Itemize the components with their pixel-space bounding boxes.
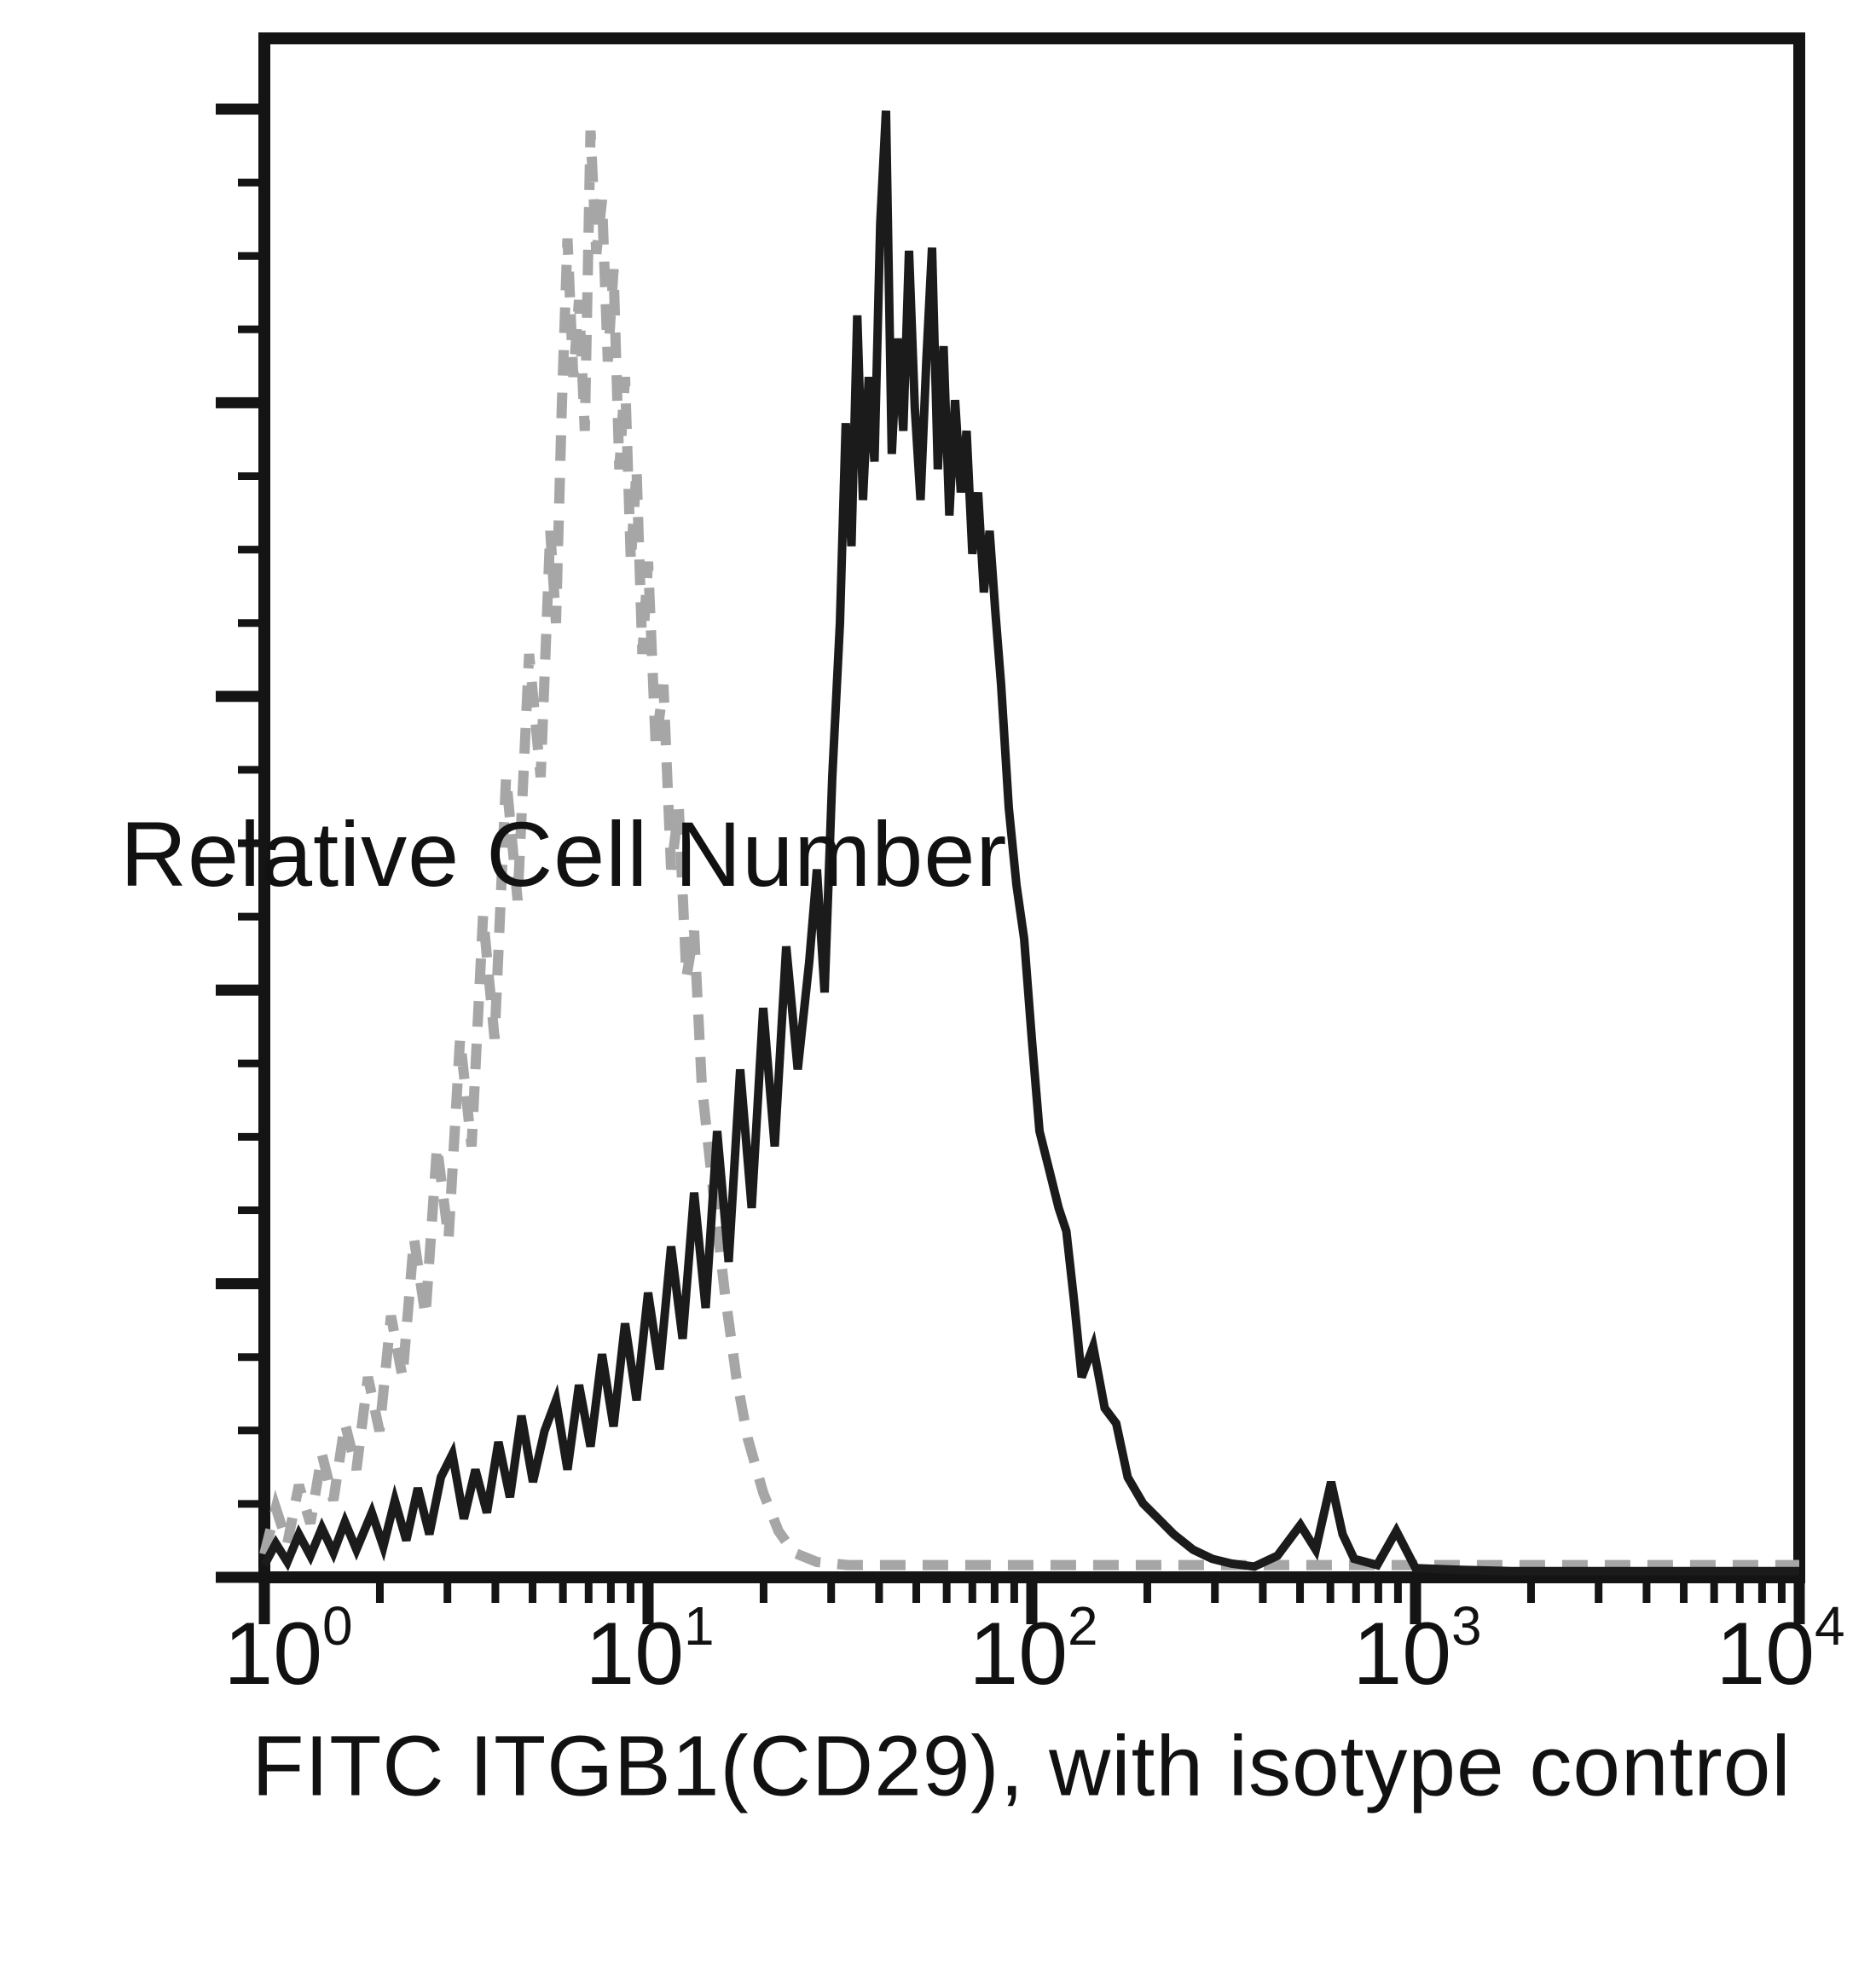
isotype-control-curve [259,130,1799,1571]
y-axis-label: Relative Cell Number [120,802,1008,905]
exponent: 3 [1451,1595,1482,1657]
itgb1-cd29-curve [260,110,1799,1576]
x-tick-label-1e1: 101 [585,1595,715,1704]
exponent: 4 [1815,1595,1845,1657]
x-tick-label-1e4: 104 [1716,1595,1845,1704]
x-tick-label-1e0: 100 [223,1595,353,1704]
x-tick-label-1e2: 102 [969,1595,1098,1704]
exponent: 0 [322,1595,353,1657]
x-axis-label: FITC ITGB1(CD29), with isotype control [252,1718,1792,1814]
exponent: 2 [1068,1595,1098,1657]
plot-frame [258,32,1805,1583]
x-tick-label-1e3: 103 [1352,1595,1482,1704]
exponent: 1 [684,1595,715,1657]
